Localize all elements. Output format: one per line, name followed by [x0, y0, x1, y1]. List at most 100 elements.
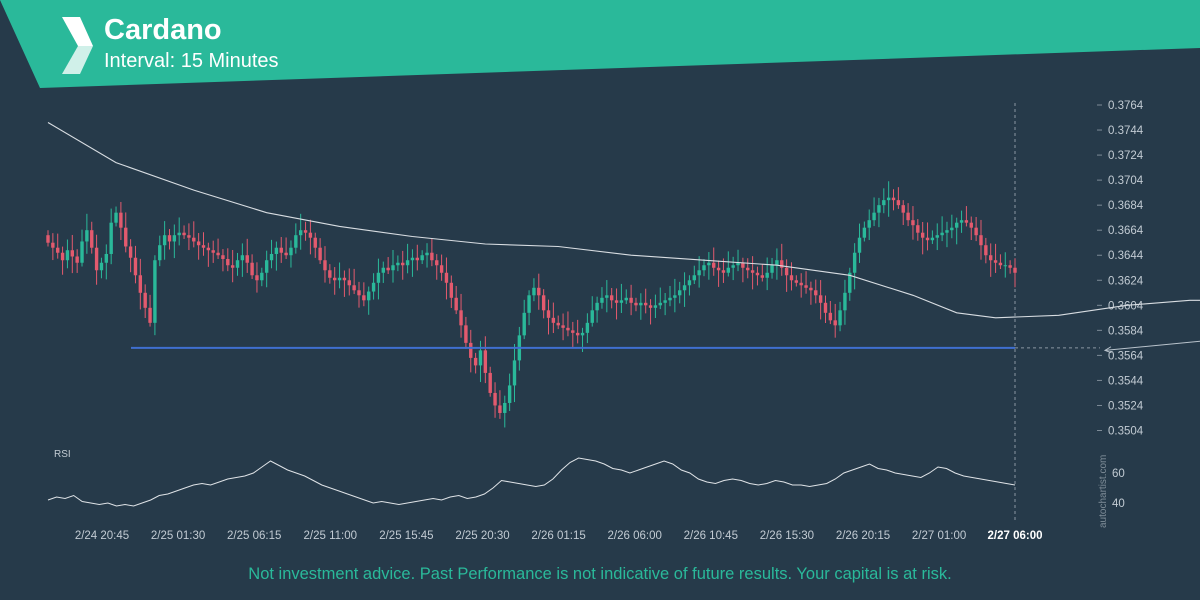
candle-up — [658, 302, 662, 306]
candle-up — [852, 252, 857, 273]
time-tick-label: 2/25 01:30 — [151, 530, 205, 542]
candle-down — [332, 277, 337, 281]
time-tick-label: 2/25 06:15 — [227, 530, 281, 542]
time-tick-label: 2/25 11:00 — [304, 530, 358, 542]
candle-down — [206, 247, 211, 251]
price-tick-label: 0.3684 — [1108, 200, 1144, 212]
candle-down — [493, 392, 497, 406]
candle-up — [600, 297, 604, 303]
price-tick-label: 0.3644 — [1108, 250, 1144, 262]
rsi-label: RSI — [54, 449, 71, 460]
candle-up — [376, 272, 381, 283]
candle-down — [46, 235, 50, 243]
candle-up — [619, 300, 624, 303]
candle-down — [998, 262, 1003, 266]
candle-down — [1008, 265, 1012, 268]
candle-down — [94, 247, 99, 271]
candle-down — [629, 297, 633, 303]
time-tick-label: 2/26 20:15 — [836, 530, 890, 542]
autochartist-logo-icon — [62, 17, 93, 74]
candle-down — [444, 272, 449, 283]
candle-down — [124, 227, 128, 247]
candle-down — [614, 300, 619, 303]
time-tick-label: 2/25 20:30 — [455, 530, 509, 542]
candle-up — [503, 402, 507, 413]
candle-down — [148, 307, 152, 323]
candle-down — [799, 282, 803, 286]
candle-down — [993, 260, 998, 263]
rsi-line — [47, 457, 1016, 507]
candle-down — [755, 272, 760, 276]
candle-up — [405, 260, 410, 266]
candle-down — [342, 277, 347, 281]
candle-down — [303, 230, 308, 233]
time-tick-label: 2/26 15:30 — [760, 530, 814, 542]
candle-up — [959, 220, 964, 223]
candle-up — [99, 262, 104, 271]
candle-down — [546, 310, 551, 318]
candle-down — [974, 227, 978, 236]
candle-down — [741, 262, 745, 268]
candle-down — [60, 252, 65, 261]
candle-up — [172, 235, 177, 242]
time-tick-label: 2/27 06:00 — [988, 530, 1043, 542]
candles — [46, 181, 1017, 428]
candle-up — [391, 265, 395, 271]
candle-down — [187, 235, 191, 238]
candle-down — [891, 197, 896, 201]
candle-down — [439, 265, 444, 273]
price-tick-label: 0.3564 — [1108, 350, 1144, 362]
candle-down — [746, 267, 750, 271]
candle-up — [624, 297, 628, 301]
candle-up — [726, 267, 731, 273]
candle-up — [731, 265, 735, 268]
candle-down — [449, 282, 454, 298]
candle-up — [775, 260, 779, 266]
candle-down — [911, 220, 915, 226]
candle-down — [896, 200, 901, 206]
candle-up — [595, 302, 599, 311]
candle-up — [886, 197, 891, 201]
candle-down — [357, 290, 361, 296]
candle-down — [969, 222, 973, 228]
candle-up — [85, 230, 89, 242]
candle-down — [347, 280, 351, 286]
price-tick-label: 0.3544 — [1108, 375, 1144, 387]
candle-down — [901, 205, 905, 213]
candle-up — [507, 385, 512, 403]
candle-up — [673, 295, 677, 298]
candle-up — [269, 253, 274, 261]
moving-average-line — [47, 122, 1200, 319]
candle-down — [979, 235, 983, 246]
candle-down — [473, 357, 478, 366]
candle-down — [716, 267, 721, 271]
candle-down — [255, 275, 259, 281]
candle-up — [264, 260, 269, 273]
candle-up — [882, 200, 886, 206]
candle-up — [736, 262, 740, 266]
candle-down — [284, 252, 288, 256]
candle-down — [196, 241, 201, 246]
candle-down — [245, 255, 249, 263]
candle-down — [352, 285, 356, 291]
candle-up — [294, 235, 298, 248]
candle-up — [425, 252, 429, 256]
price-axis: 0.3764 0.3744 0.3724 0.3704 0.3684 0.3664 0.36… — [1097, 100, 1144, 438]
candle-up — [1003, 265, 1007, 267]
candle-down — [201, 245, 206, 248]
time-tick-label: 2/26 01:15 — [531, 530, 585, 542]
candle-up — [162, 235, 167, 246]
time-tick-label: 2/26 06:00 — [608, 530, 662, 542]
candle-down — [250, 262, 254, 276]
candle-up — [235, 260, 240, 268]
price-tick-label: 0.3664 — [1108, 225, 1144, 237]
candle-up — [872, 212, 876, 221]
time-tick-label: 2/24 20:45 — [75, 530, 129, 542]
candle-up — [590, 310, 594, 323]
candle-down — [75, 256, 79, 263]
candle-up — [663, 300, 667, 303]
time-axis: 2/24 20:45 2/25 01:30 2/25 06:15 2/25 11:00… — [75, 530, 1043, 542]
candle-up — [867, 220, 871, 228]
candle-up — [848, 272, 852, 293]
candle-up — [65, 250, 70, 261]
